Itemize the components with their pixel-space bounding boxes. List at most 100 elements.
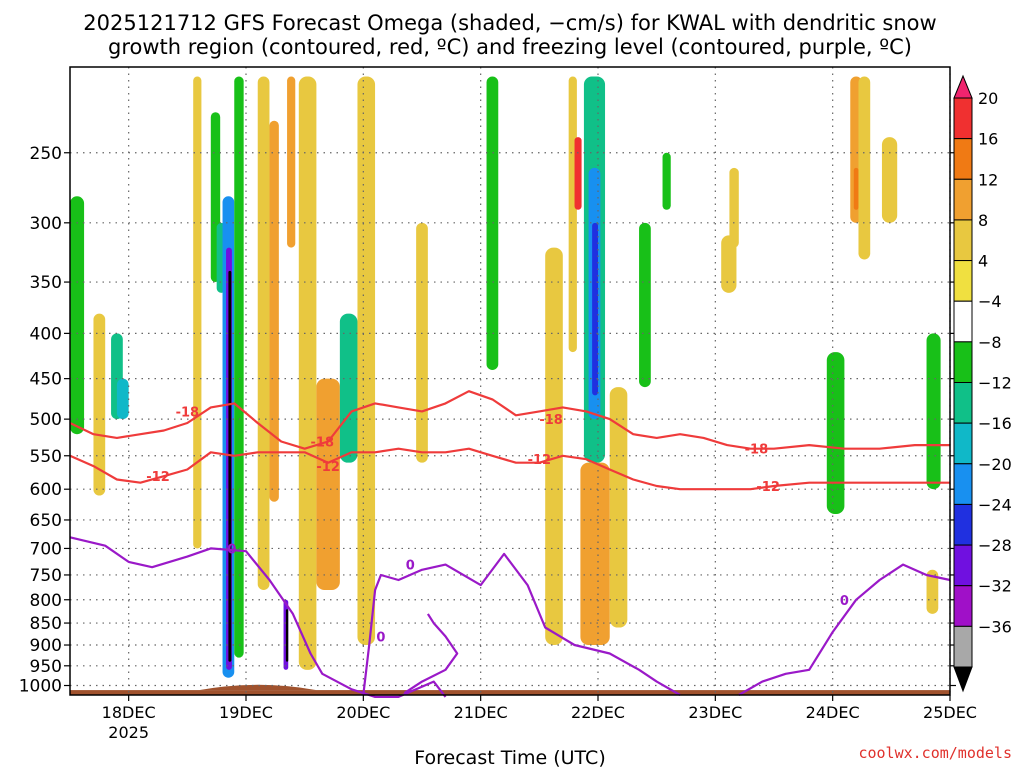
colorbar-swatch-8 — [953, 422, 973, 465]
omega-cell-14 — [287, 76, 296, 248]
chart-title-line-2: growth region (contoured, red, ºC) and f… — [108, 35, 912, 59]
contour-label--12C-2: -12 — [528, 453, 552, 468]
y-tick-label-800: 800 — [30, 591, 62, 611]
omega-cell-31 — [609, 387, 628, 628]
credit-text: coolwx.com/models — [858, 744, 1012, 762]
omega-cell-10 — [228, 270, 232, 662]
colorbar-swatch-0 — [953, 97, 973, 140]
contour-label--12C-1: -12 — [316, 460, 340, 475]
colorbar-label-4: 4 — [978, 252, 988, 271]
contour-label-0C-3: 0 — [840, 594, 849, 609]
omega-cell-21 — [416, 222, 428, 463]
omega-cell-23 — [486, 76, 499, 371]
colorbar-swatch-9 — [953, 463, 973, 505]
x-tick-label-3: 21DEC — [454, 703, 508, 722]
omega-cell-35 — [729, 167, 739, 248]
omega-cell-42 — [881, 137, 898, 223]
colorbar-label-3: 8 — [978, 211, 988, 230]
colorbar-label-8: −16 — [978, 414, 1012, 433]
colorbar-label-2: 12 — [978, 170, 998, 189]
colorbar-label-7: −12 — [978, 374, 1012, 393]
colorbar-swatch-6 — [953, 341, 973, 384]
colorbar-swatch-10 — [953, 503, 973, 546]
y-tick-label-450: 450 — [30, 370, 62, 390]
contour--18C — [69, 390, 950, 450]
contour-label--12C-0: -12 — [146, 470, 170, 485]
y-tick-label-300: 300 — [30, 214, 62, 234]
y-tick-label-900: 900 — [30, 636, 62, 656]
omega-cell-24 — [545, 247, 563, 646]
y-tick-label-550: 550 — [30, 447, 62, 467]
omega-cell-39 — [853, 167, 859, 210]
colorbar-label-10: −24 — [978, 495, 1012, 514]
omega-shading — [70, 76, 941, 678]
omega-cell-11 — [234, 76, 244, 658]
omega-cell-17 — [298, 76, 317, 670]
contour-label--12C-3: -12 — [756, 480, 780, 495]
colorbar-top-triangle — [953, 74, 973, 99]
ground-terrain — [70, 684, 950, 695]
omega-cell-3 — [116, 378, 129, 420]
colorbar-label-11: −28 — [978, 536, 1012, 555]
x-tick-label-6: 24DEC — [806, 703, 860, 722]
ground-bump — [199, 684, 317, 691]
omega-cell-33 — [662, 152, 671, 210]
contour-lines: -18 -18 -18 -18 -12 -12 -12 -12 0 0 0 0 — [69, 390, 951, 698]
omega-cell-12 — [257, 76, 270, 591]
contour-label-0C-2: 0 — [376, 630, 385, 645]
omega-cell-18 — [316, 378, 340, 591]
x-tick-label-7: 25DEC — [923, 703, 977, 722]
colorbar-label-9: −20 — [978, 455, 1012, 474]
omega-cell-30 — [580, 462, 610, 646]
contour-0C-d — [738, 563, 951, 696]
colorbar-swatch-1 — [953, 138, 973, 180]
contour-label--18C-3: -18 — [745, 443, 769, 458]
contour-label--18C-0: -18 — [176, 405, 200, 420]
y-tick-label-750: 750 — [30, 566, 62, 586]
y-tick-label-350: 350 — [30, 273, 62, 293]
colorbar-label-0: 20 — [978, 89, 998, 108]
y-tick-label-500: 500 — [30, 410, 62, 430]
colorbar-swatch-2 — [953, 178, 973, 221]
omega-cell-32 — [639, 222, 651, 388]
y-tick-label-850: 850 — [30, 614, 62, 634]
colorbar-bottom-triangle — [953, 666, 973, 693]
omega-cell-22 — [445, 76, 458, 353]
y-tick-label-950: 950 — [30, 657, 62, 677]
y-tick-label-400: 400 — [30, 324, 62, 344]
omega-cell-19 — [339, 313, 358, 463]
x-tick-label-4: 22DEC — [571, 703, 625, 722]
chart-title-line-1: 2025121712 GFS Forecast Omega (shaded, −… — [83, 11, 936, 35]
omega-cell-5 — [193, 76, 202, 549]
contour-0C-c — [403, 613, 459, 695]
colorbar: 20 16 12 8 4 −4 −8 −12 −16 −20 −24 −28 −32 −36 — [953, 74, 1012, 693]
ground-fill — [70, 690, 950, 695]
omega-cell-41 — [867, 333, 880, 490]
colorbar-swatch-3 — [953, 219, 973, 262]
colorbar-swatch-13 — [953, 625, 973, 668]
colorbar-swatch-11 — [953, 544, 973, 587]
contour-0C — [69, 536, 447, 698]
omega-cell-13 — [269, 120, 279, 502]
omega-cell-43 — [926, 333, 941, 490]
y-tick-label-250: 250 — [30, 144, 62, 164]
colorbar-label-5: −4 — [978, 292, 1002, 311]
colorbar-label-6: −8 — [978, 333, 1002, 352]
contour-label--18C-1: -18 — [311, 436, 335, 451]
x-tick-label-2: 20DEC — [336, 703, 390, 722]
colorbar-swatch-4 — [953, 260, 973, 302]
omega-cell-34 — [721, 235, 737, 293]
omega-cell-4 — [99, 76, 108, 168]
colorbar-label-12: −32 — [978, 577, 1012, 596]
omega-cell-29 — [592, 222, 598, 396]
x-tick-label-0: 18DEC — [102, 703, 156, 722]
omega-cell-36 — [806, 182, 824, 463]
x-tick-label-1: 19DEC — [219, 703, 273, 722]
y-tick-label-650: 650 — [30, 511, 62, 531]
y-tick-label-700: 700 — [30, 539, 62, 559]
plot-frame — [69, 66, 951, 696]
omega-cell-37 — [826, 352, 845, 515]
contour--12C — [69, 447, 950, 491]
